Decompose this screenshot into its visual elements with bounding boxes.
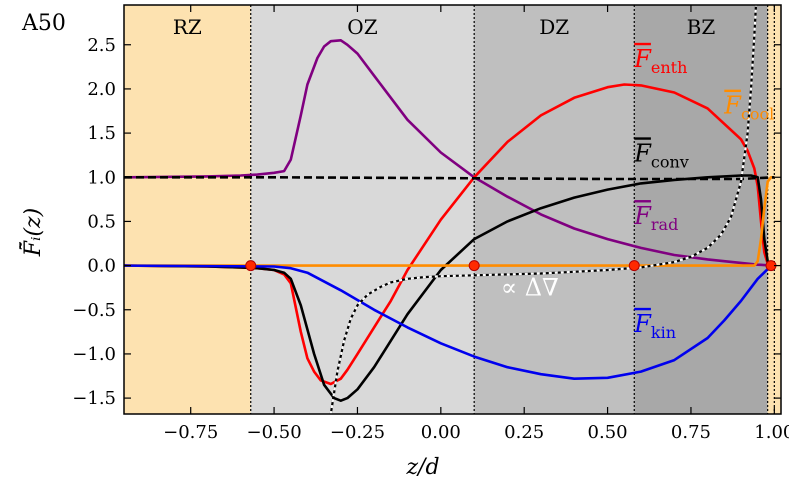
- x-tick-label: −0.50: [246, 422, 301, 443]
- zone-backgrounds: [124, 5, 781, 414]
- zero-crossing-markers: [245, 260, 777, 272]
- y-tick-label: 2.0: [87, 79, 116, 100]
- x-tick-label: 0.50: [588, 422, 628, 443]
- y-axis-label: F̃̄ᵢ(z): [19, 208, 46, 257]
- x-tick-label: 1.00: [754, 422, 789, 443]
- y-tick-label: 1.5: [87, 123, 116, 144]
- series-label-delta_nabla: ∝ Δ∇: [501, 274, 559, 302]
- plot-frame: [123, 4, 782, 415]
- series-F_total: [124, 176, 775, 181]
- y-tick-label: 2.5: [87, 35, 116, 56]
- zone-label-DZ: DZ: [539, 15, 569, 39]
- series-F_rad: [123, 38, 775, 267]
- axes: −0.75 −0.50 −0.25 0.00 0.25 0.50 0.75 1.00 −1.5 −…: [72, 4, 789, 443]
- x-tick-label: 0.75: [671, 422, 711, 443]
- series-label-F_conv: Fconv: [633, 139, 689, 171]
- zero-crossing-marker: [468, 260, 480, 272]
- series-label-F_rad: Frad: [633, 202, 678, 234]
- zone-boundaries: [250, 5, 775, 414]
- zone-label-RZ: RZ: [173, 15, 202, 39]
- y-tick-label: −1.0: [72, 344, 116, 365]
- x-tick-label: −0.25: [330, 422, 385, 443]
- series-label-F_kin: Fkin: [633, 310, 676, 342]
- y-tick-label: 0.5: [87, 211, 116, 232]
- flux-series: [123, 4, 776, 415]
- panel-label: A50: [21, 11, 66, 36]
- zone-label-OZ: OZ: [347, 15, 377, 39]
- zone-band: [474, 5, 635, 414]
- series-F_conv: [123, 174, 776, 403]
- y-tick-label: 1.0: [87, 167, 116, 188]
- zone-band: [124, 5, 251, 414]
- series-F_cool: [124, 176, 775, 267]
- series-F_kin: [123, 264, 775, 381]
- series-F_enth: [123, 83, 775, 386]
- y-tick-label: −0.5: [72, 300, 116, 321]
- series-labels: Frad Fenth Fconv Fcool Fkin ∝ Δ∇: [501, 45, 774, 342]
- series-label-F_cool: Fcool: [723, 92, 774, 124]
- x-tick-label: 0.25: [504, 422, 544, 443]
- x-axis-label: z/d: [405, 455, 439, 480]
- y-tick-label: −1.5: [72, 388, 116, 409]
- series-delta_nabla-outline: [329, 4, 758, 415]
- x-tick-label: 0.00: [421, 422, 461, 443]
- zero-crossing-marker: [628, 260, 640, 272]
- series-label-F_enth: Fenth: [633, 45, 687, 77]
- zone-labels: RZ OZ DZ BZ: [173, 15, 715, 39]
- x-tick-label: −0.75: [163, 422, 218, 443]
- y-tick-label: 0.0: [87, 256, 116, 277]
- zone-band: [634, 5, 768, 414]
- zone-label-BZ: BZ: [687, 15, 716, 39]
- zero-crossing-marker: [245, 260, 257, 272]
- zone-band: [250, 5, 475, 414]
